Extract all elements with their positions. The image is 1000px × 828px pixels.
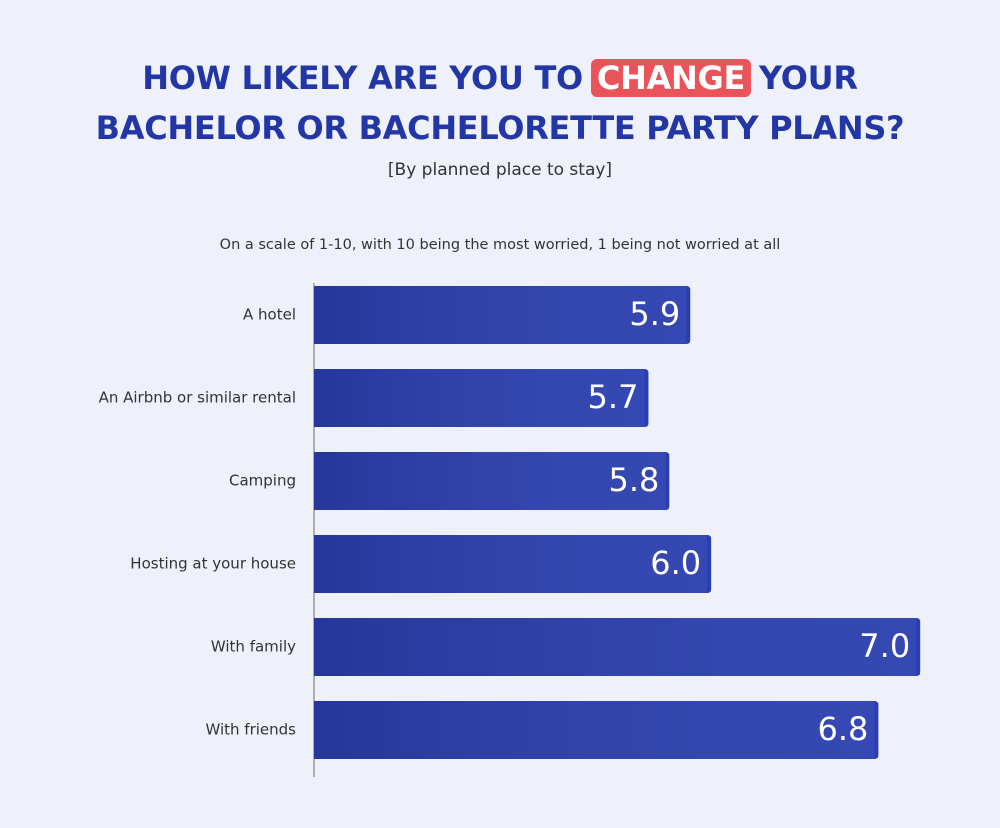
category-label: A hotel	[243, 306, 296, 324]
category-label: Hosting at your house	[130, 555, 296, 573]
value-label: 7.0	[859, 627, 910, 665]
bar-shade	[314, 701, 875, 759]
title-text: YOUR	[759, 59, 858, 97]
category-label: Camping	[229, 472, 296, 490]
subtitle: [By planned place to stay]	[387, 160, 613, 180]
bar-shade	[314, 286, 687, 344]
value-label: 6.8	[817, 710, 868, 748]
value-label: 6.0	[650, 544, 701, 582]
title-text: HOW LIKELY ARE YOU TO	[142, 59, 583, 97]
scale-note: On a scale of 1-10, with 10 being the mo…	[220, 237, 781, 253]
value-label: 5.9	[629, 295, 680, 333]
value-label: 5.8	[608, 461, 659, 499]
title-text: BACHELOR OR BACHELORETTE PARTY PLANS?	[95, 109, 905, 147]
title-line: BACHELOR OR BACHELORETTE PARTY PLANS?	[0, 106, 1000, 150]
category-label: An Airbnb or similar rental	[99, 389, 296, 407]
category-label: With family	[211, 638, 296, 656]
category-label: With friends	[205, 721, 296, 739]
bar-shade	[314, 535, 708, 593]
bar-shade	[314, 452, 666, 510]
title-line: HOW LIKELY ARE YOU TO CHANGE YOUR	[0, 56, 1000, 100]
bar-shade	[314, 618, 917, 676]
title-highlight: CHANGE	[590, 59, 752, 97]
bar-shade	[314, 369, 645, 427]
value-label: 5.7	[588, 378, 639, 416]
